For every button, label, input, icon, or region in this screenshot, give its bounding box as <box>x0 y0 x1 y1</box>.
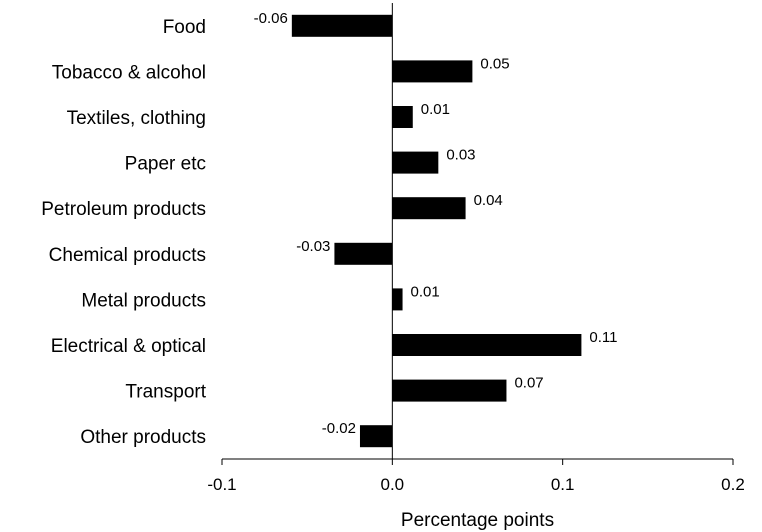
x-tick-label: 0.0 <box>381 475 405 494</box>
bar <box>392 334 582 356</box>
bar <box>392 106 413 128</box>
bar <box>392 288 403 311</box>
data-label: 0.01 <box>411 283 440 300</box>
bar <box>291 14 393 37</box>
data-label: -0.02 <box>322 420 356 437</box>
bar <box>392 197 466 220</box>
x-tick-label: 0.1 <box>551 475 575 494</box>
data-label: 0.05 <box>480 55 509 72</box>
data-label: 0.11 <box>589 329 617 346</box>
data-label: 0.03 <box>446 147 475 164</box>
x-axis-title: Percentage points <box>401 510 554 531</box>
x-axis-ticks: -0.1 0.0 0.1 0.2 <box>207 459 745 494</box>
category-label: Electrical & optical <box>51 336 206 357</box>
category-label: Textiles, clothing <box>67 108 206 129</box>
value-labels: -0.06 0.05 0.01 0.03 0.04 -0.03 0.01 0.11 0.07 -0… <box>254 10 618 437</box>
data-label: -0.03 <box>296 238 330 255</box>
x-tick-label: -0.1 <box>207 475 236 494</box>
bars <box>291 14 582 448</box>
category-label: Tobacco & alcohol <box>52 62 206 83</box>
bar <box>392 379 507 402</box>
data-label: 0.01 <box>421 101 450 118</box>
category-label: Chemical products <box>49 245 206 266</box>
data-label: -0.06 <box>254 10 288 27</box>
bar <box>392 151 439 174</box>
category-label: Transport <box>125 382 206 403</box>
category-label: Food <box>163 17 206 38</box>
category-label: Other products <box>80 427 206 448</box>
bar <box>359 425 393 448</box>
bar <box>392 60 473 83</box>
data-label: 0.04 <box>474 192 503 209</box>
bar <box>334 242 393 265</box>
data-label: 0.07 <box>514 375 543 392</box>
category-label: Paper etc <box>125 154 206 175</box>
x-tick-label: 0.2 <box>721 475 745 494</box>
category-labels: Food Tobacco & alcohol Textiles, clothing P… <box>41 17 206 448</box>
category-label: Metal products <box>81 290 206 311</box>
category-label: Petroleum products <box>41 199 206 220</box>
